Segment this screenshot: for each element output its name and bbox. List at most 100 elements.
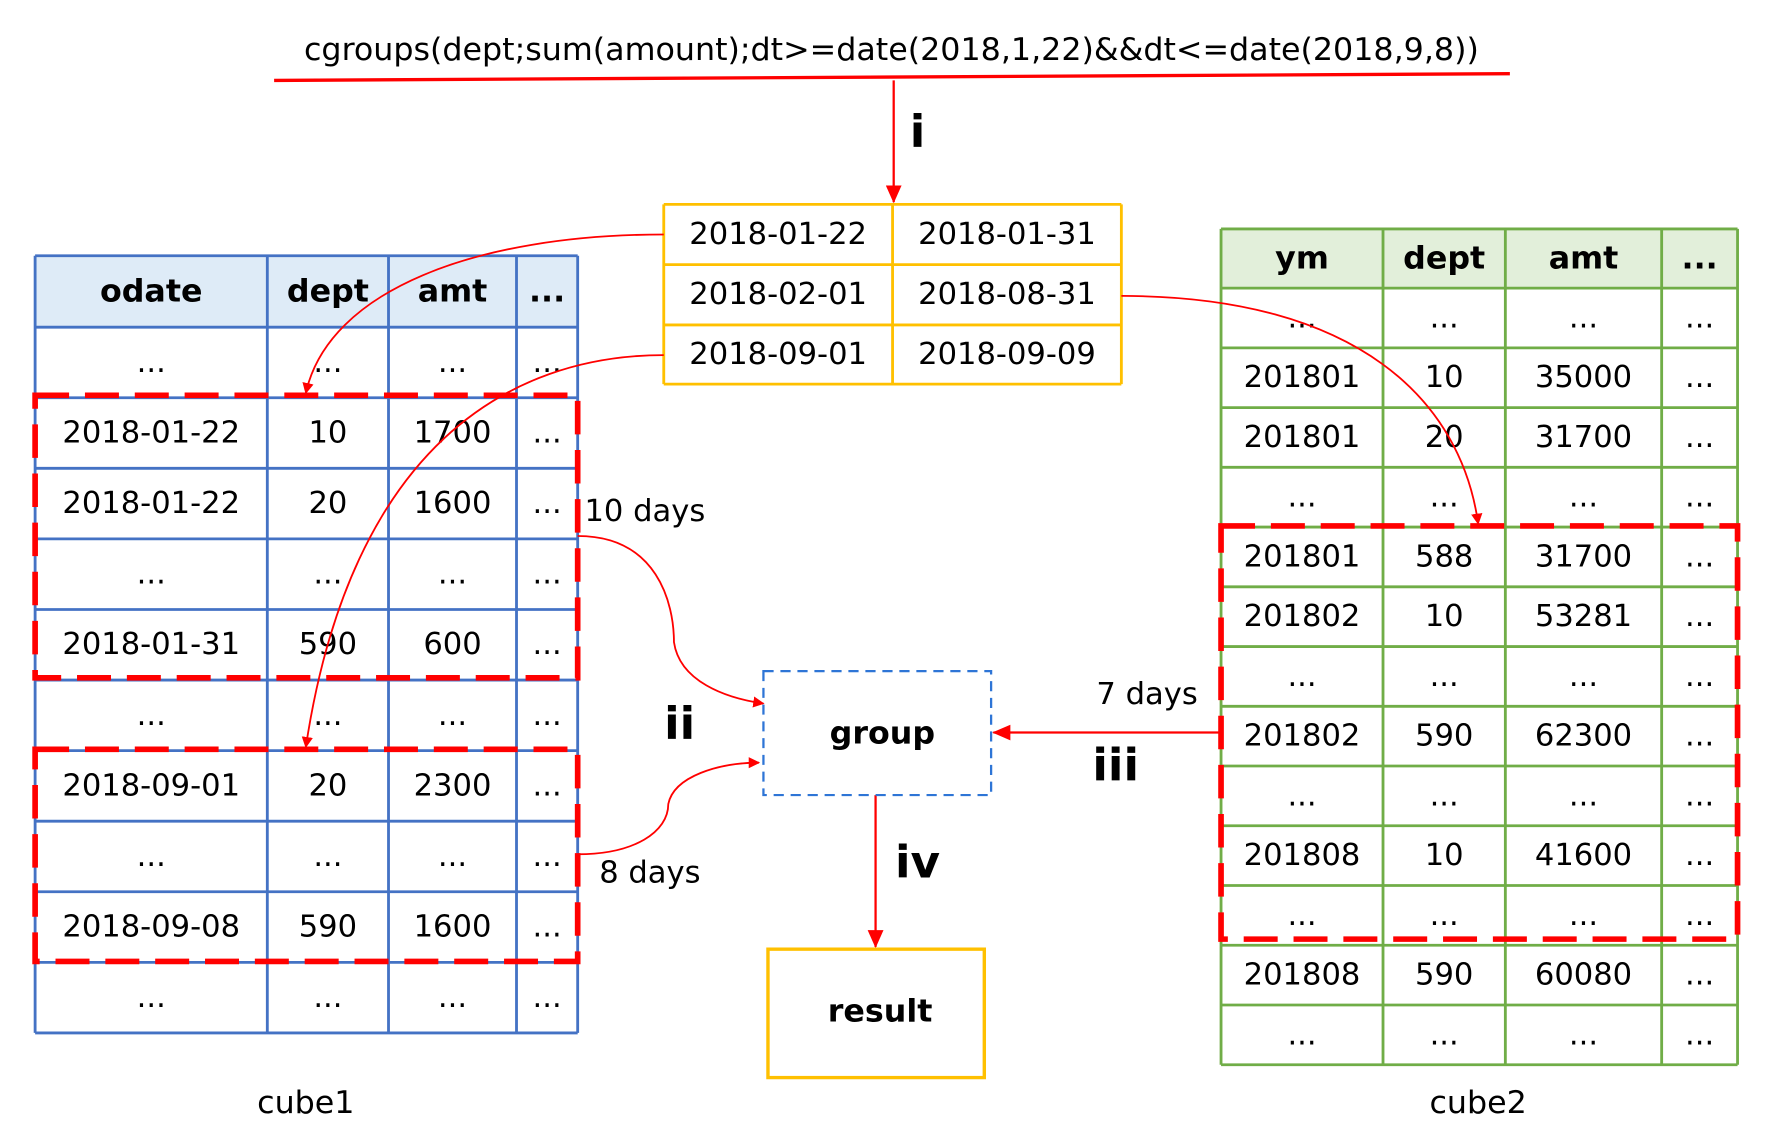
cube1-cell: ... xyxy=(533,627,562,662)
cube1-cell: 2018-09-08 xyxy=(62,910,240,945)
cube1-cell: ... xyxy=(438,698,467,733)
cube2-cell: 201802 xyxy=(1244,719,1361,754)
arrow-interval2-to-cube2 xyxy=(1121,295,1483,525)
step-iii-label: iii xyxy=(1092,739,1139,792)
cube2-cell: ... xyxy=(1430,659,1459,694)
cube1-cell: ... xyxy=(137,345,166,380)
arrow-interval1-to-cube1 xyxy=(302,233,664,395)
cube1-cell: 2300 xyxy=(414,769,492,804)
cube1-cell: ... xyxy=(313,345,342,380)
cube2-cell: ... xyxy=(1685,480,1714,515)
cube1-cell: ... xyxy=(533,980,562,1015)
interval-cell: 2018-09-09 xyxy=(918,337,1096,372)
cube1-cell: 10 xyxy=(308,416,347,451)
cube2-table: ym dept amt............ ... 201801 10 35000...… xyxy=(1219,227,1739,1067)
cube2-header-cell: ym xyxy=(1275,241,1329,277)
cube2-cell: ... xyxy=(1430,301,1459,336)
cube2-cell: 201801 xyxy=(1244,360,1361,395)
group-label: group xyxy=(830,716,935,752)
cube1-cell: ... xyxy=(438,345,467,380)
cube2-cell: 35000 xyxy=(1535,360,1632,395)
cube2-cell: 62300 xyxy=(1535,719,1632,754)
cube2-cell: ... xyxy=(1569,779,1598,814)
interval-cell: 2018-01-22 xyxy=(689,217,867,252)
interval-cell: 2018-09-01 xyxy=(689,337,867,372)
arrow-cube1-part1-to-group xyxy=(577,535,765,708)
cube1-cell: 2018-01-22 xyxy=(62,416,240,451)
cube2-header-cell: ... xyxy=(1682,241,1718,277)
cube1-header-cell: dept xyxy=(287,274,369,310)
cube1-selection-1 xyxy=(32,392,581,681)
cube2-cell: 201801 xyxy=(1244,540,1361,575)
cube2-cell: 60080 xyxy=(1535,958,1632,993)
interval-table: 2018-01-22 2018-01-31 2018-02-01 2018-08-31… xyxy=(662,202,1123,386)
cube1-cell: 1600 xyxy=(414,486,492,521)
cube1-cell: ... xyxy=(533,557,562,592)
cube2-cell: ... xyxy=(1685,958,1714,993)
cube2-cell: ... xyxy=(1685,838,1714,873)
cube2-cell: ... xyxy=(1685,420,1714,455)
cube2-cell: ... xyxy=(1685,898,1714,933)
cube1-cell: ... xyxy=(533,839,562,874)
cube1-cell: 1700 xyxy=(414,416,492,451)
interval-cell: 2018-01-31 xyxy=(918,217,1096,252)
cube1-cell: 1600 xyxy=(414,910,492,945)
cube2-cell: ... xyxy=(1430,1017,1459,1052)
cube2-cell: ... xyxy=(1685,540,1714,575)
cube2-cell: ... xyxy=(1287,480,1316,515)
cube1-cell: ... xyxy=(313,557,342,592)
cube1-header-cell: ... xyxy=(529,274,565,310)
cube2-cell: ... xyxy=(1569,480,1598,515)
cube1-selection-2 xyxy=(32,746,581,965)
cube2-cell: 201808 xyxy=(1244,958,1361,993)
cube2-cell: ... xyxy=(1287,659,1316,694)
cube2-cell: ... xyxy=(1569,898,1598,933)
cube2-cell: ... xyxy=(1569,659,1598,694)
cube2-cell: 53281 xyxy=(1535,599,1632,634)
cube1-cell: ... xyxy=(137,839,166,874)
cube1-cell: 2018-01-22 xyxy=(62,486,240,521)
cube1-cell: ... xyxy=(313,980,342,1015)
cube2-cell: 41600 xyxy=(1535,838,1632,873)
cube1-cell: ... xyxy=(438,980,467,1015)
cube1-cell: ... xyxy=(533,910,562,945)
cube1-table: odate dept amt............ ... 2018-01-22 10 1… xyxy=(33,254,580,1035)
cube1-cell: ... xyxy=(137,557,166,592)
cube1-label: cube1 xyxy=(257,1085,354,1121)
cube2-cell: ... xyxy=(1287,898,1316,933)
formula-text: cgroups(dept;sum(amount);dt>=date(2018,1… xyxy=(304,32,1479,68)
cube2-cell: ... xyxy=(1685,659,1714,694)
cube2-cell: 31700 xyxy=(1535,420,1632,455)
cube2-cell: ... xyxy=(1685,301,1714,336)
cube1-cell: 20 xyxy=(308,486,347,521)
cube2-cell: 590 xyxy=(1415,958,1473,993)
cube1-cell: ... xyxy=(137,698,166,733)
arrow-cube1-part2-to-group xyxy=(577,757,761,856)
cube1-cell: ... xyxy=(533,698,562,733)
cube1-cell: ... xyxy=(313,698,342,733)
cube1-cell: 20 xyxy=(308,769,347,804)
cube2-cell: ... xyxy=(1287,301,1316,336)
seven-days-label: 7 days xyxy=(1096,677,1197,712)
ten-days-label: 10 days xyxy=(584,494,705,529)
cube2-cell: ... xyxy=(1685,1017,1714,1052)
cube1-cell: ... xyxy=(438,839,467,874)
cube1-cell: ... xyxy=(533,486,562,521)
cube2-header-bg xyxy=(1221,228,1738,289)
cube1-cell: ... xyxy=(533,769,562,804)
cube2-cell: 10 xyxy=(1425,599,1464,634)
step-ii-label: ii xyxy=(664,697,695,750)
cube2-label: cube2 xyxy=(1429,1085,1526,1121)
cube2-cell: 10 xyxy=(1425,838,1464,873)
cube2-cell: ... xyxy=(1569,1017,1598,1052)
cube1-cell: 2018-01-31 xyxy=(62,627,240,662)
cube2-cell: ... xyxy=(1685,719,1714,754)
cube1-header-cell: odate xyxy=(100,274,203,310)
interval-cell: 2018-02-01 xyxy=(689,277,867,312)
cube1-cell: ... xyxy=(533,416,562,451)
cube2-cell: 590 xyxy=(1415,719,1473,754)
cube1-cell: 590 xyxy=(299,910,357,945)
cube2-cell: 201802 xyxy=(1244,599,1361,634)
cube2-cell: ... xyxy=(1685,779,1714,814)
